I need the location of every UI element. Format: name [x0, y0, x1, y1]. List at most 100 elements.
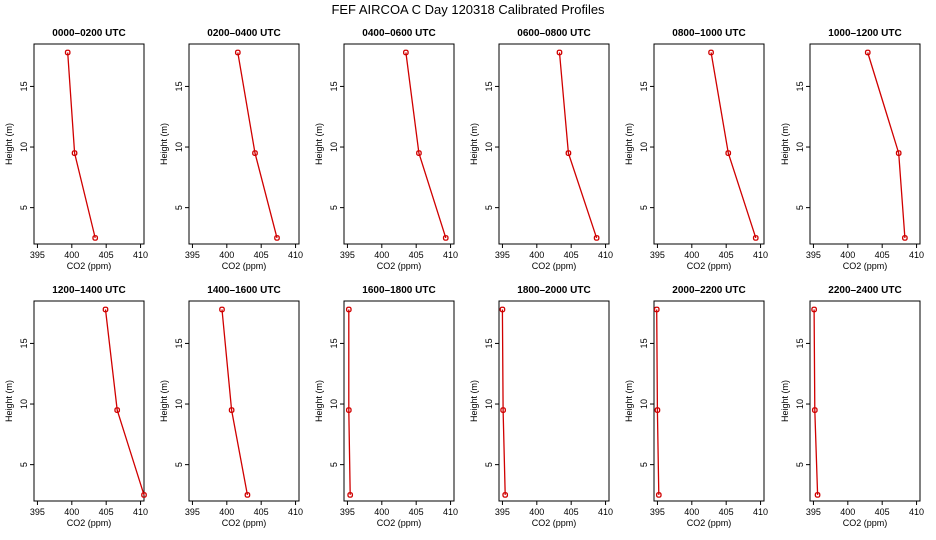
plot-frame	[33, 43, 145, 245]
x-axis-label: CO2 (ppm)	[532, 261, 577, 271]
y-axis-label: Height (m)	[780, 123, 790, 165]
data-point	[500, 407, 506, 413]
data-point	[403, 49, 409, 56]
x-tick-label: 405	[875, 250, 890, 260]
x-axis-label: CO2 (ppm)	[222, 261, 267, 271]
panel-title: 0400–0600 UTC	[362, 28, 435, 39]
y-tick-label: 5	[484, 205, 494, 210]
y-tick-label: 15	[795, 81, 805, 91]
data-point	[811, 407, 818, 413]
plot-frame	[653, 43, 765, 245]
x-tick-label: 405	[409, 507, 424, 517]
x-axis-label: CO2 (ppm)	[843, 518, 888, 528]
profile-line	[104, 309, 145, 496]
x-tick-label: 400	[684, 507, 699, 517]
plot-frame	[188, 300, 300, 502]
panel-title: 0800–1000 UTC	[672, 28, 745, 39]
profile-line	[867, 52, 906, 238]
x-tick-label: 410	[288, 507, 303, 517]
y-axis-label: Height (m)	[4, 380, 14, 422]
y-tick-label: 5	[639, 205, 649, 210]
x-tick-label: 405	[719, 250, 734, 260]
data-point	[64, 49, 71, 56]
data-point	[593, 235, 600, 241]
y-tick-label: 5	[174, 205, 184, 210]
x-tick-label: 410	[909, 250, 924, 260]
x-tick-label: 410	[443, 507, 458, 517]
data-point	[556, 49, 563, 56]
y-tick-label: 5	[484, 462, 494, 467]
plot-frame	[343, 43, 455, 245]
x-axis-label: CO2 (ppm)	[377, 261, 422, 271]
profile-line	[558, 52, 598, 239]
x-tick-label: 410	[598, 250, 613, 260]
plot-frame	[809, 43, 921, 245]
y-tick-label: 15	[639, 81, 649, 91]
plot-frame	[809, 300, 921, 502]
panel-2: 0200–0400 UTC 395 400 405 410 5 10 15 CO2 (ppm) H…	[159, 28, 303, 271]
panel-1: 0000–0200 UTC 395 400 405 410 5 10 15 CO2 (ppm) H…	[4, 28, 148, 271]
panel-9: 1600–1800 UTC 395 400 405 410 5 10 15 CO2 (ppm) H…	[314, 285, 458, 528]
x-tick-label: 400	[374, 250, 389, 260]
plot-frame	[498, 43, 610, 245]
y-tick-label: 10	[329, 142, 339, 152]
profile-line	[813, 309, 819, 495]
x-tick-label: 400	[840, 507, 855, 517]
y-tick-label: 15	[19, 81, 29, 91]
y-tick-label: 15	[639, 338, 649, 348]
profile-line	[237, 52, 278, 239]
x-tick-label: 400	[840, 250, 855, 260]
x-tick-label: 400	[219, 250, 234, 260]
y-axis-label: Height (m)	[780, 380, 790, 422]
y-axis-label: Height (m)	[624, 380, 634, 422]
x-axis-label: CO2 (ppm)	[687, 518, 732, 528]
data-point	[752, 235, 759, 241]
panel-4: 0600–0800 UTC 395 400 405 410 5 10 15 CO2 (ppm) H…	[469, 28, 613, 271]
profile-line	[348, 309, 351, 495]
profile-line	[405, 52, 447, 239]
profile-line	[67, 52, 96, 239]
x-tick-label: 405	[254, 250, 269, 260]
panel-6: 1000–1200 UTC 395 400 405 410 5 10 15 CO2 (ppm) H…	[780, 28, 924, 271]
y-tick-label: 10	[484, 142, 494, 152]
x-tick-label: 405	[719, 507, 734, 517]
y-tick-label: 10	[19, 399, 29, 409]
y-axis-label: Height (m)	[314, 123, 324, 165]
y-tick-label: 15	[174, 81, 184, 91]
x-axis-label: CO2 (ppm)	[67, 518, 112, 528]
data-point	[895, 150, 902, 156]
y-tick-label: 15	[329, 338, 339, 348]
data-point	[71, 150, 78, 156]
x-tick-label: 400	[64, 250, 79, 260]
x-tick-label: 400	[64, 507, 79, 517]
y-tick-label: 15	[19, 338, 29, 348]
panel-title: 1200–1400 UTC	[52, 285, 125, 296]
data-point	[654, 407, 661, 413]
data-point	[814, 492, 821, 498]
figure-title: FEF AIRCOA C Day 120318 Calibrated Profi…	[331, 2, 605, 17]
x-tick-label: 410	[909, 507, 924, 517]
panel-title: 0000–0200 UTC	[52, 28, 125, 39]
x-tick-label: 410	[753, 507, 768, 517]
x-tick-label: 410	[753, 250, 768, 260]
y-axis-label: Height (m)	[469, 123, 479, 165]
profile-line	[221, 309, 249, 496]
y-tick-label: 5	[795, 205, 805, 210]
data-point	[92, 235, 99, 241]
y-axis-label: Height (m)	[159, 123, 169, 165]
y-tick-label: 5	[174, 462, 184, 467]
x-tick-label: 395	[30, 507, 45, 517]
profile-line	[501, 309, 506, 495]
y-axis-label: Height (m)	[4, 123, 14, 165]
x-tick-label: 395	[340, 250, 355, 260]
panel-3: 0400–0600 UTC 395 400 405 410 5 10 15 CO2 (ppm) H…	[314, 28, 458, 271]
x-tick-label: 395	[650, 250, 665, 260]
y-tick-label: 5	[19, 205, 29, 210]
x-tick-label: 410	[598, 507, 613, 517]
x-tick-label: 405	[564, 507, 579, 517]
plot-frame	[33, 300, 145, 502]
plot-frame	[188, 43, 300, 245]
x-axis-label: CO2 (ppm)	[843, 261, 888, 271]
x-tick-label: 395	[185, 250, 200, 260]
data-point	[725, 150, 732, 156]
